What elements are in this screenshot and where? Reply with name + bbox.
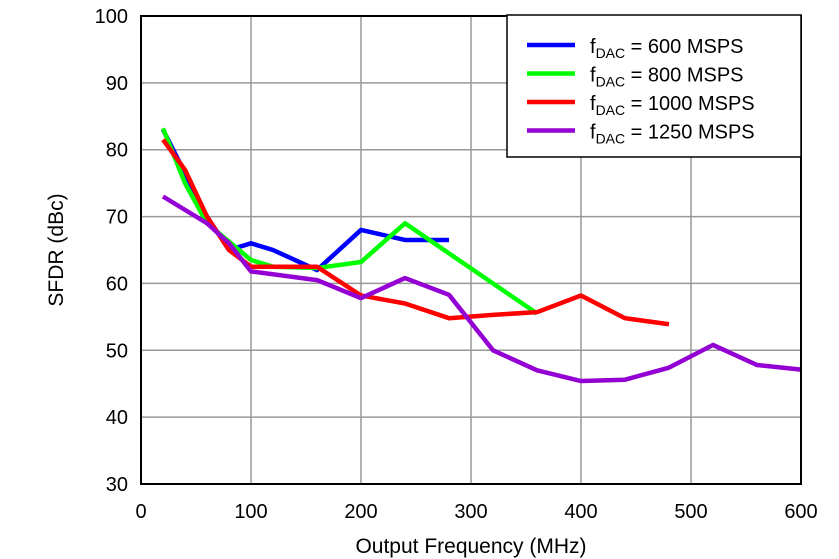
x-tick-label: 300 <box>454 501 487 523</box>
y-tick-label: 80 <box>106 140 128 162</box>
y-tick-label: 50 <box>106 340 128 362</box>
series-line <box>161 138 670 327</box>
x-tick-label: 200 <box>344 501 377 523</box>
legend-box <box>506 14 802 158</box>
y-tick-label: 90 <box>106 73 128 95</box>
series-line <box>160 128 449 273</box>
y-axis-label: SFDR (dBc) <box>45 193 68 306</box>
x-axis-label: Output Frequency (MHz) <box>355 535 586 558</box>
legend-label: fDAC = 1000 MSPS <box>590 93 755 118</box>
y-tick-label: 70 <box>106 207 128 229</box>
y-tick-label: 60 <box>106 273 128 295</box>
series-line <box>161 194 802 384</box>
x-tick-label: 500 <box>674 501 707 523</box>
x-tick-label: 600 <box>784 501 817 523</box>
y-tick-label: 40 <box>106 407 128 429</box>
x-tick-label: 100 <box>234 501 267 523</box>
x-tick-label: 0 <box>135 501 146 523</box>
plot-frame <box>140 15 802 485</box>
y-tick-label: 30 <box>106 474 128 496</box>
y-tick-label: 100 <box>95 6 128 28</box>
legend: fDAC = 600 MSPS fDAC = 800 MSPS fDAC = 100… <box>506 14 802 158</box>
legend-label: fDAC = 800 MSPS <box>590 65 744 90</box>
tick-labels: 0 100 200 300 400 500 600 30 40 50 60 70 80 90 100 <box>95 6 818 523</box>
x-tick-label: 400 <box>564 501 597 523</box>
legend-label: fDAC = 600 MSPS <box>590 36 744 61</box>
legend-label: fDAC = 1250 MSPS <box>590 122 755 147</box>
series-lines <box>160 127 802 384</box>
